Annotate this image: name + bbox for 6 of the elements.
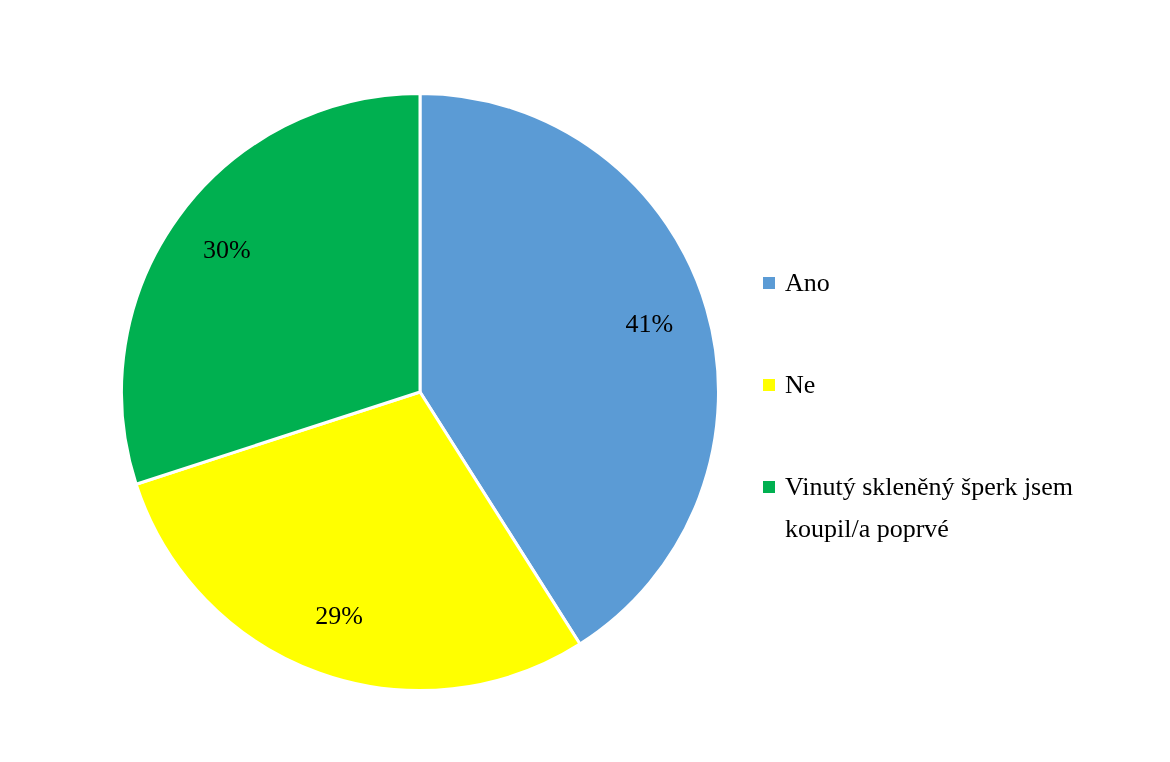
data-label: 29%: [315, 600, 363, 630]
data-label: 30%: [202, 235, 251, 265]
legend-label: Ne: [785, 369, 816, 401]
data-label: 41%: [625, 309, 674, 339]
legend-label: Vinutý skleněný šperk jsem koupil/a poprvé: [785, 471, 1074, 545]
legend-label: Ano: [785, 267, 830, 299]
